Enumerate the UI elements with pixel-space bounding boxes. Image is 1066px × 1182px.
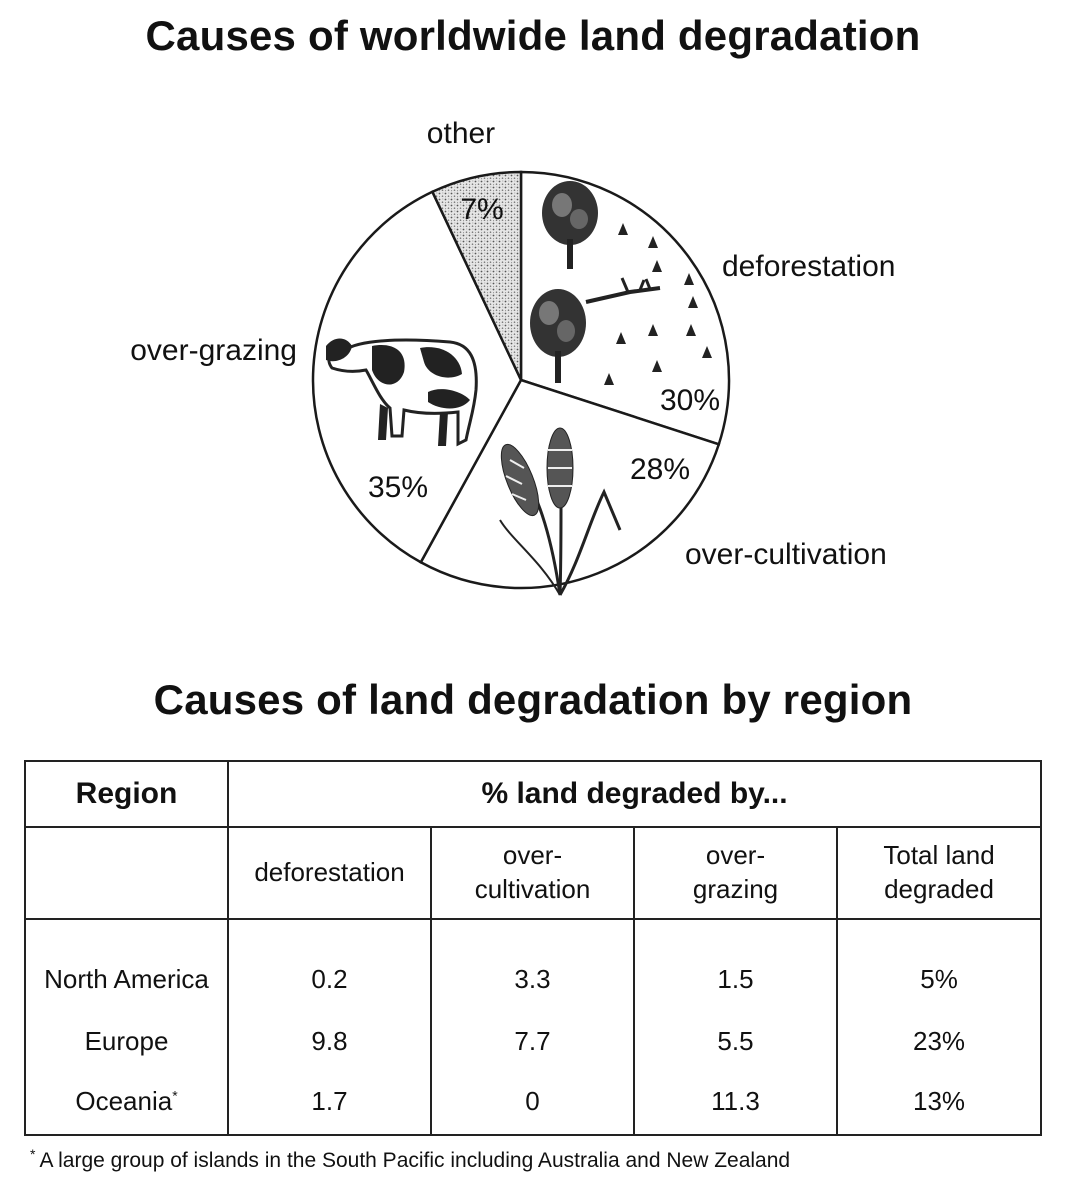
table-row: Europe 9.8 7.7 5.5 23% bbox=[24, 1010, 1043, 1072]
table-row: Oceania* 1.7 0 11.3 13% bbox=[24, 1072, 1043, 1136]
value-cell: 9.8 bbox=[227, 1010, 432, 1072]
region-cell: North America bbox=[24, 919, 229, 1010]
table-row: North America 0.2 3.3 1.5 5% bbox=[24, 919, 1043, 1010]
footnote: * A large group of islands in the South P… bbox=[30, 1146, 791, 1172]
pie-value-label-over-grazing: 35% bbox=[368, 471, 428, 504]
empty-header-cell bbox=[24, 826, 229, 920]
value-cell: 1.5 bbox=[633, 919, 838, 1010]
cow-icon bbox=[326, 338, 478, 447]
value-cell: 11.3 bbox=[633, 1072, 838, 1136]
table-subheader-row: deforestation over- cultivation over- gr… bbox=[24, 826, 1043, 920]
region-cell: Europe bbox=[24, 1010, 229, 1072]
col-header-over-cultivation: over- cultivation bbox=[430, 826, 635, 920]
pie-slice-other bbox=[430, 170, 523, 381]
pie-category-label-other: other bbox=[427, 117, 495, 150]
value-cell: 0 bbox=[430, 1072, 635, 1136]
pie-chart: 30% deforestation 28% over-cultivation 35% ov… bbox=[130, 117, 895, 596]
col-header-total: Total land degraded bbox=[835, 826, 1043, 920]
pie-chart-title: Causes of worldwide land degradation bbox=[145, 12, 921, 59]
col-header-over-grazing: over- grazing bbox=[633, 826, 838, 920]
value-cell: 3.3 bbox=[430, 919, 635, 1010]
value-cell: 23% bbox=[835, 1010, 1043, 1072]
table-header-row: Region % land degraded by... bbox=[24, 760, 1043, 828]
region-header: Region bbox=[24, 760, 229, 828]
wheat-icon bbox=[499, 427, 622, 596]
value-cell: 0.2 bbox=[227, 919, 432, 1010]
col-header-deforestation: deforestation bbox=[227, 826, 432, 920]
pie-category-label-deforestation: deforestation bbox=[722, 250, 895, 283]
pie-category-label-over-cultivation: over-cultivation bbox=[685, 538, 887, 571]
region-cell: Oceania* bbox=[24, 1072, 229, 1136]
group-header: % land degraded by... bbox=[226, 760, 1043, 828]
tree-stumps-icon bbox=[530, 181, 712, 385]
value-cell: 5% bbox=[835, 919, 1043, 1010]
value-cell: 5.5 bbox=[633, 1010, 838, 1072]
pie-value-label-over-cultivation: 28% bbox=[630, 453, 690, 486]
value-cell: 7.7 bbox=[430, 1010, 635, 1072]
value-cell: 1.7 bbox=[227, 1072, 432, 1136]
pie-value-label-other: 7% bbox=[460, 193, 503, 226]
pie-value-label-deforestation: 30% bbox=[660, 384, 720, 417]
table-title: Causes of land degradation by region bbox=[153, 676, 913, 723]
pie-category-label-over-grazing: over-grazing bbox=[130, 334, 297, 367]
region-table: Region % land degraded by... deforestati… bbox=[24, 760, 1043, 1136]
value-cell: 13% bbox=[835, 1072, 1043, 1136]
